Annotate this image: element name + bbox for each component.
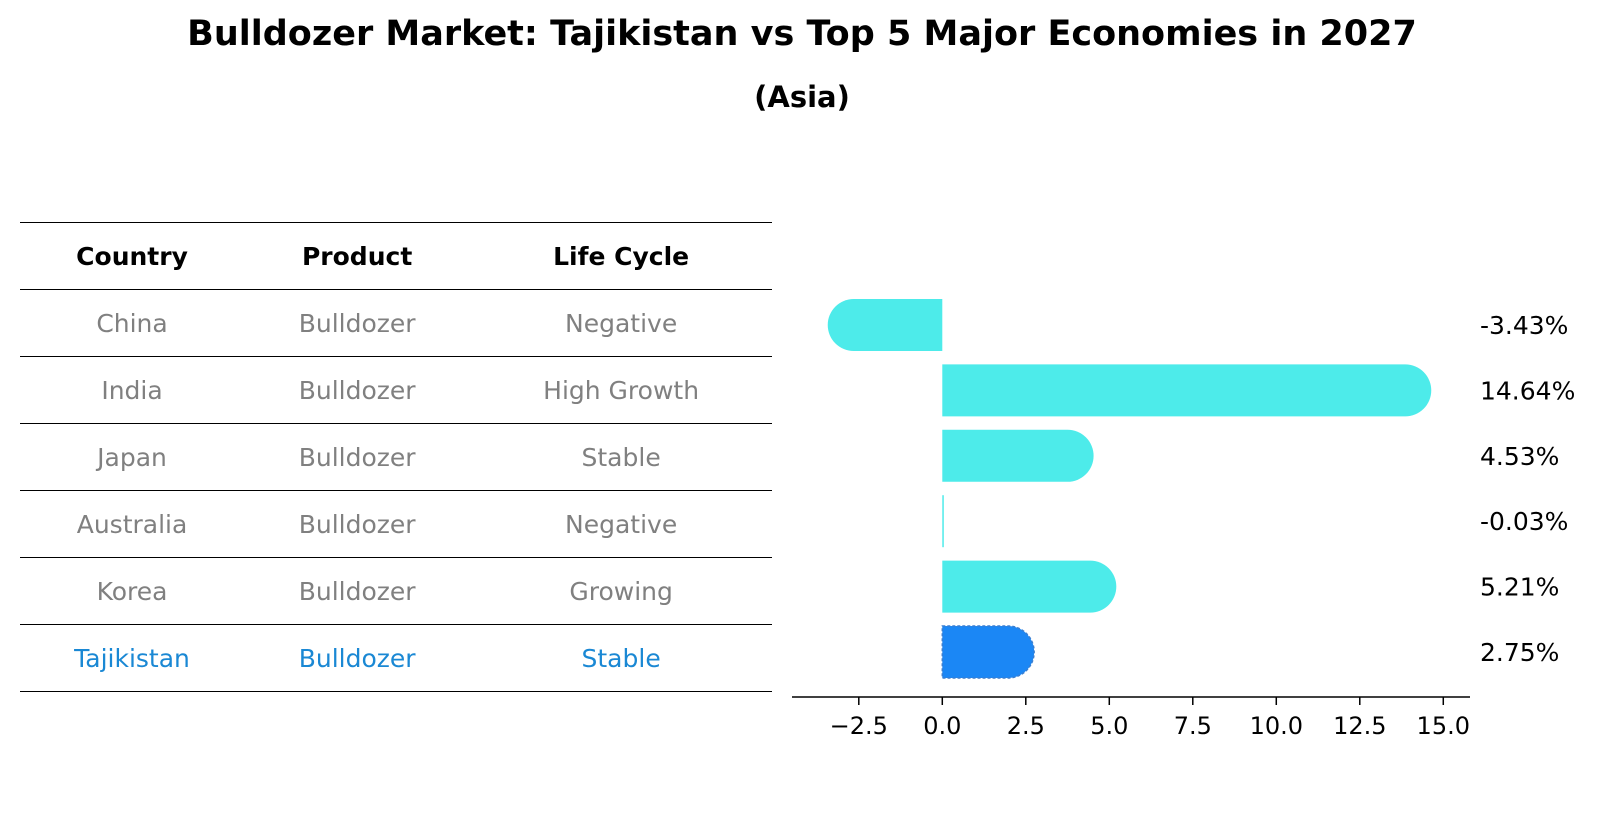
cell-country: Japan	[20, 423, 245, 491]
column-header-product: Product	[244, 222, 471, 290]
table-row: India Bulldozer High Growth	[20, 356, 772, 424]
market-table: Country Product Life Cycle China Bulldoz…	[20, 222, 772, 692]
cell-product: Bulldozer	[244, 423, 471, 491]
bar-china	[827, 299, 943, 351]
value-label: 2.75%	[1480, 638, 1559, 667]
column-header-life-cycle: Life Cycle	[470, 222, 772, 290]
cell-product: Bulldozer	[244, 289, 471, 357]
bar-australia	[942, 495, 944, 548]
table-row: China Bulldozer Negative	[20, 289, 772, 357]
cell-country: China	[20, 289, 245, 357]
value-label: 14.64%	[1480, 376, 1575, 405]
table-row: Australia Bulldozer Negative	[20, 490, 772, 558]
x-tick-label: 5.0	[1090, 712, 1128, 740]
x-tick-label: 12.5	[1333, 712, 1386, 740]
x-tick-label: 7.5	[1174, 712, 1212, 740]
bar-korea	[942, 560, 1117, 613]
table-row: Japan Bulldozer Stable	[20, 423, 772, 491]
x-tick-label: 0.0	[923, 712, 961, 740]
cell-life-cycle: Negative	[470, 490, 772, 558]
x-tick-label: 2.5	[1007, 712, 1045, 740]
value-label: 5.21%	[1480, 573, 1559, 602]
cell-life-cycle: Negative	[470, 289, 772, 357]
table-row: Korea Bulldozer Growing	[20, 557, 772, 625]
column-header-country: Country	[20, 222, 245, 290]
bar-japan	[942, 429, 1094, 482]
bar-tajikistan	[941, 625, 1035, 679]
cell-country: India	[20, 356, 245, 424]
value-label: -3.43%	[1480, 311, 1568, 340]
cell-product: Bulldozer	[244, 557, 471, 625]
cell-life-cycle: High Growth	[470, 356, 772, 424]
cell-product: Bulldozer	[244, 490, 471, 558]
value-label: 4.53%	[1480, 442, 1559, 471]
bar-india	[942, 364, 1432, 417]
x-tick-label: 15.0	[1417, 712, 1470, 740]
value-label: -0.03%	[1480, 507, 1568, 536]
cell-product: Bulldozer	[244, 624, 471, 692]
cell-country: Tajikistan	[20, 624, 245, 692]
table-row-highlighted: Tajikistan Bulldozer Stable	[20, 624, 772, 692]
x-tick-label: −2.5	[830, 712, 888, 740]
cell-life-cycle: Stable	[470, 423, 772, 491]
chart-subtitle: (Asia)	[754, 80, 850, 114]
chart-title: Bulldozer Market: Tajikistan vs Top 5 Ma…	[187, 14, 1417, 54]
cell-life-cycle: Stable	[470, 624, 772, 692]
cell-life-cycle: Growing	[470, 557, 772, 625]
cell-product: Bulldozer	[244, 356, 471, 424]
cell-country: Korea	[20, 557, 245, 625]
cell-country: Australia	[20, 490, 245, 558]
x-tick-label: 10.0	[1250, 712, 1303, 740]
table-header-row: Country Product Life Cycle	[20, 222, 772, 290]
